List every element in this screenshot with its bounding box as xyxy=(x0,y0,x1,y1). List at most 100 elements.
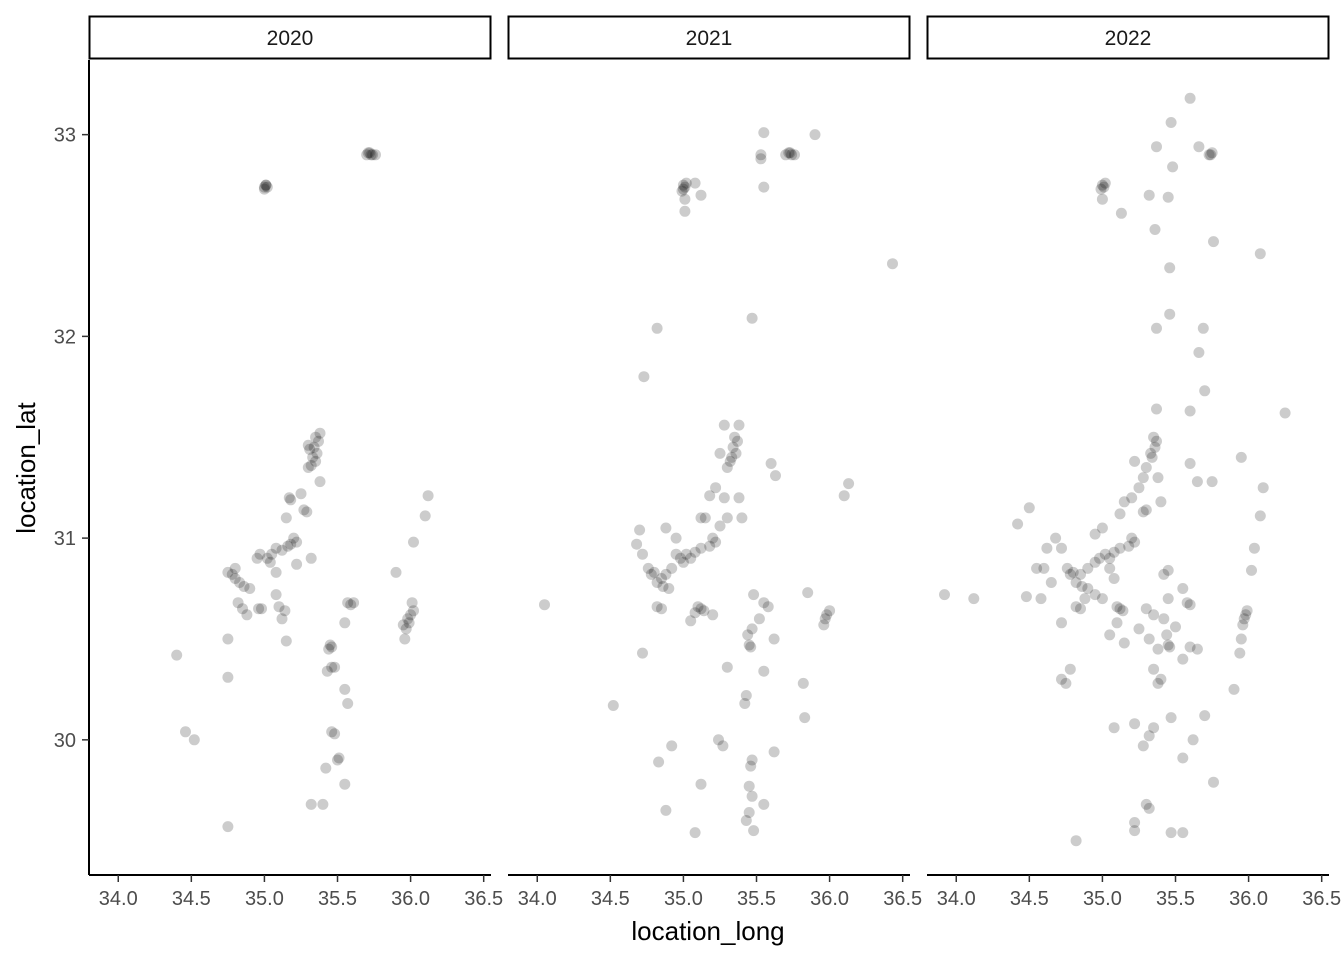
data-point xyxy=(1164,641,1176,653)
facets-layer: 2020 34.0 34.5 35.0 35.5 36.0 36.5 30 31 32 33 2021… xyxy=(54,15,1341,910)
data-point xyxy=(1148,431,1160,443)
data-point xyxy=(653,756,665,768)
data-point xyxy=(1181,597,1193,609)
data-point xyxy=(770,470,781,482)
data-point xyxy=(783,147,795,159)
data-point xyxy=(821,609,833,621)
data-point xyxy=(1108,573,1120,584)
data-point xyxy=(419,510,431,522)
data-point xyxy=(721,661,733,673)
data-point xyxy=(1126,532,1138,544)
data-point xyxy=(695,512,707,524)
x-tick-label: 35.0 xyxy=(245,888,284,910)
data-point xyxy=(1129,536,1141,548)
data-point xyxy=(638,371,650,383)
data-point xyxy=(1115,207,1127,219)
data-point xyxy=(310,431,322,443)
data-point xyxy=(339,617,351,629)
data-point xyxy=(1161,629,1173,641)
data-point xyxy=(1050,532,1062,544)
data-point xyxy=(1070,835,1082,847)
data-point xyxy=(1191,643,1203,655)
data-point xyxy=(222,633,234,645)
data-point xyxy=(1177,653,1189,665)
y-tick-label: 31 xyxy=(54,528,76,550)
data-point xyxy=(1228,683,1240,695)
data-point xyxy=(408,605,419,617)
data-point xyxy=(422,490,434,502)
data-point xyxy=(171,649,183,661)
data-point xyxy=(1118,496,1130,508)
data-point xyxy=(1096,593,1108,605)
data-point xyxy=(1104,629,1116,641)
data-point xyxy=(1164,308,1176,320)
data-point xyxy=(755,149,767,161)
data-point xyxy=(302,439,314,451)
x-tick-label: 34.5 xyxy=(172,888,211,910)
x-tick-label: 36.5 xyxy=(1302,888,1341,910)
data-point xyxy=(1094,552,1105,564)
data-point xyxy=(1241,605,1253,617)
data-point xyxy=(1191,476,1203,488)
data-point xyxy=(264,556,276,568)
data-point xyxy=(1155,673,1167,685)
x-tick-label: 36.5 xyxy=(883,888,922,910)
x-tick-label: 34.0 xyxy=(99,888,138,910)
data-point xyxy=(748,589,760,601)
data-point xyxy=(342,597,354,609)
data-point xyxy=(1140,798,1152,810)
data-point xyxy=(748,825,760,837)
data-point xyxy=(746,790,758,802)
data-point xyxy=(365,149,377,161)
data-point xyxy=(1082,583,1094,594)
data-point xyxy=(718,419,730,431)
data-point xyxy=(283,492,295,504)
data-point xyxy=(1143,633,1155,645)
data-point xyxy=(762,601,774,613)
data-point xyxy=(1099,177,1111,189)
data-point xyxy=(714,520,726,532)
data-point xyxy=(1193,347,1205,358)
data-point xyxy=(256,603,267,615)
data-point xyxy=(295,488,307,500)
data-point xyxy=(1075,568,1086,580)
data-point xyxy=(724,455,736,467)
data-point xyxy=(743,780,755,792)
data-point xyxy=(634,524,646,536)
data-point xyxy=(1143,802,1155,814)
data-point xyxy=(1114,603,1126,615)
data-point xyxy=(1056,673,1067,685)
x-tick-label: 36.5 xyxy=(464,888,503,910)
data-point xyxy=(329,661,341,673)
y-axis-title: location_lat xyxy=(11,401,41,533)
data-point xyxy=(1151,403,1162,415)
data-point xyxy=(753,613,765,625)
x-axis-title: location_long xyxy=(631,916,784,946)
data-point xyxy=(229,573,241,584)
data-point xyxy=(241,609,253,621)
data-point xyxy=(745,641,757,653)
data-point xyxy=(1070,577,1082,588)
data-point xyxy=(743,639,755,651)
data-point xyxy=(222,671,234,683)
data-point xyxy=(710,482,722,494)
facet-strip-label: 2021 xyxy=(686,27,733,50)
y-tick-label: 32 xyxy=(54,326,76,348)
data-point xyxy=(721,462,733,473)
data-point xyxy=(1155,496,1167,508)
data-point xyxy=(400,623,412,635)
data-point xyxy=(675,552,686,564)
data-point xyxy=(1184,405,1196,417)
data-point xyxy=(765,458,777,469)
data-point xyxy=(689,177,701,189)
data-point xyxy=(1038,562,1050,574)
facet-panel-2021: 2021 34.0 34.5 35.0 35.5 36.0 36.5 xyxy=(507,15,922,910)
data-point xyxy=(1184,458,1196,469)
data-point xyxy=(342,698,354,709)
facet-strip xyxy=(507,15,911,60)
data-point xyxy=(704,490,716,502)
x-tick-label: 36.0 xyxy=(1229,888,1268,910)
data-point xyxy=(1129,825,1141,837)
data-point xyxy=(1096,193,1108,205)
data-point xyxy=(405,609,417,621)
